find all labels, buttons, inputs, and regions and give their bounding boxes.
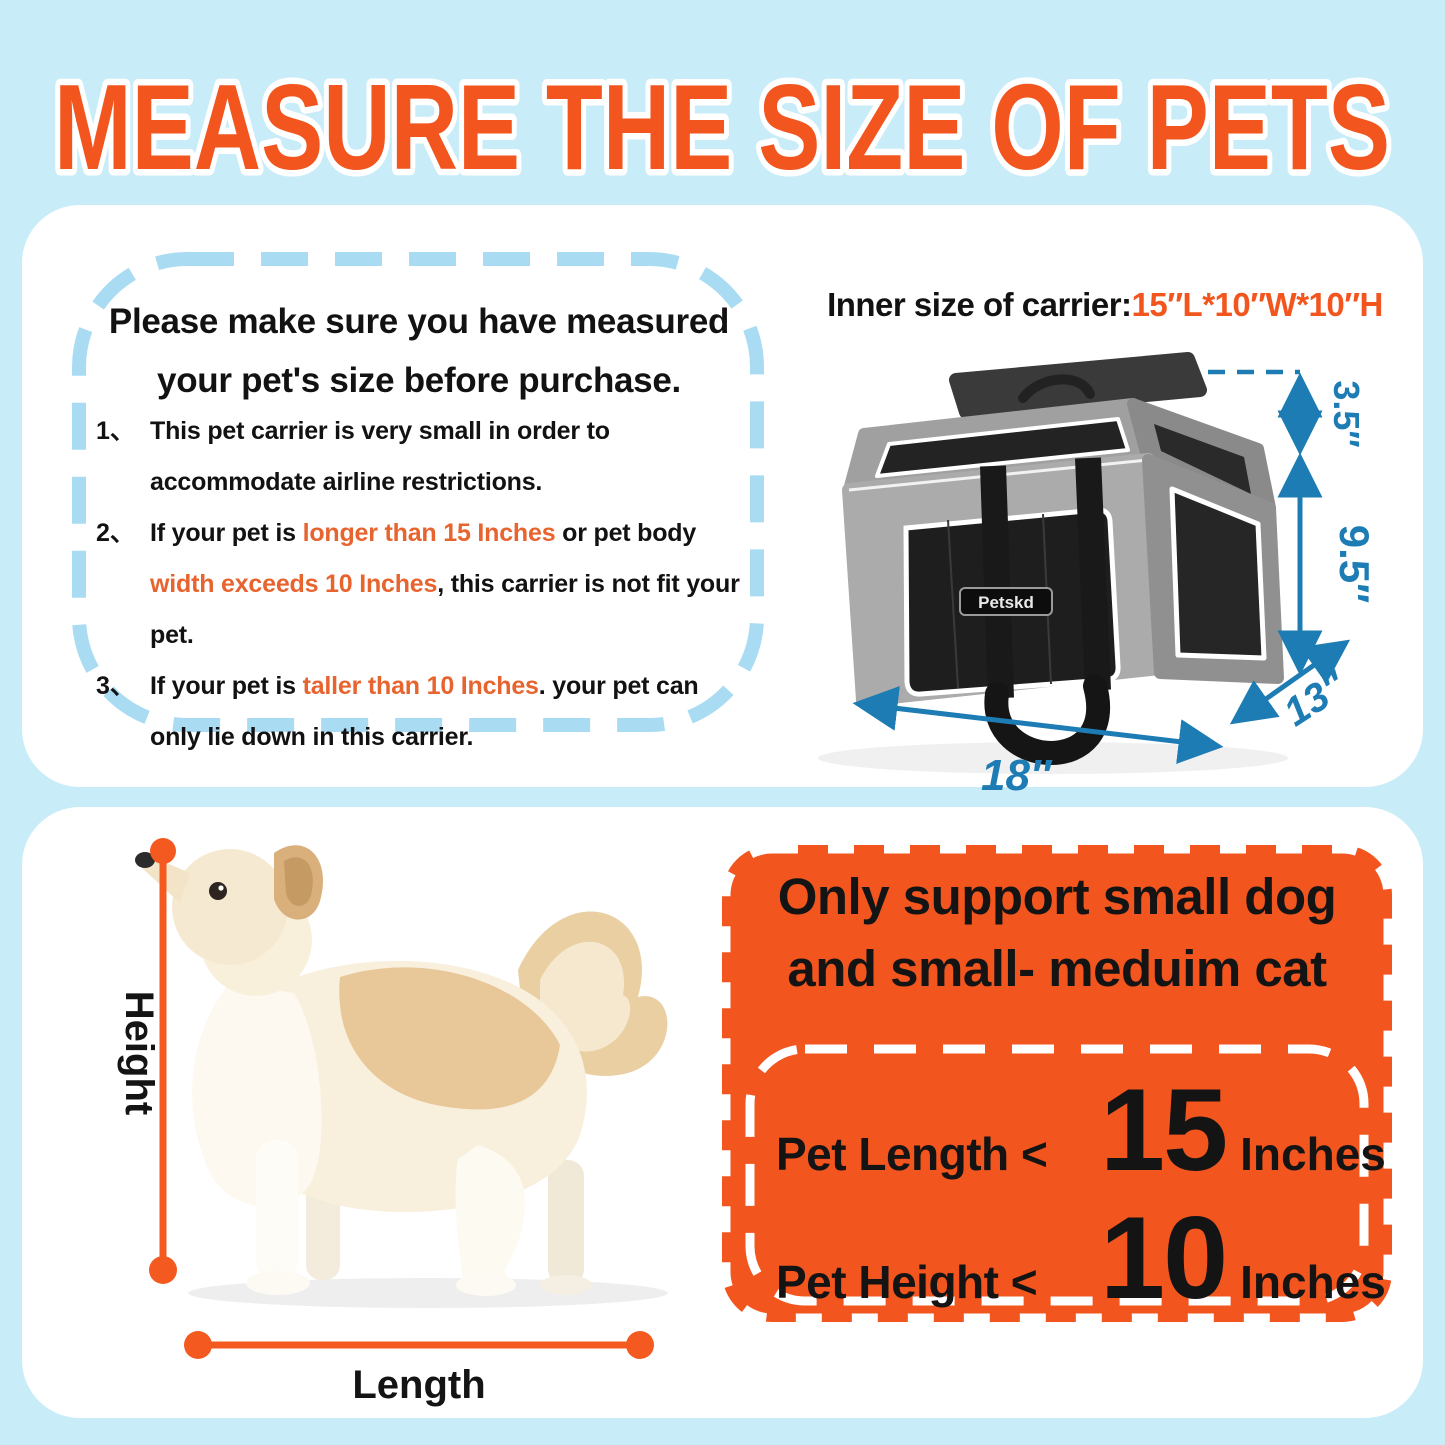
pet-length-unit: Inches [1240,1128,1386,1180]
text-part-highlight: longer than 15 Inches [302,519,556,547]
inner-size-label: Inner size of carrier: [827,286,1132,323]
pet-carrier-illustration: Petskd 3.5″ 9.5″ 13″ 18″ [818,352,1378,798]
height-line-top-dot [150,838,176,864]
height-label: Height [117,991,161,1115]
dim-label-9-5: 9.5″ [1331,525,1378,604]
list-item-number: 2、 [96,519,135,547]
dog-leg [548,1160,584,1285]
length-line-right-dot [626,1331,654,1359]
list-item: 3、 If your pet is taller than 10 Inches.… [96,661,744,763]
carrier-handle [1018,374,1095,403]
dog-eye-highlight [218,885,224,891]
inner-size-caption: Inner size of carrier:15″L*10″W*10″H [788,286,1422,324]
dim-label-18: 18″ [981,751,1053,798]
notice-heading-line2: your pet's size before purchase. [157,361,681,400]
stamp-inner-dashed-border [745,1044,1369,1306]
carrier-strap-right [1075,457,1111,691]
pet-length-row: Pet Length < 15 Inches [776,1064,1386,1195]
page-title-art: MEASURE THE SIZE OF PETS [48,53,1397,202]
dog-eye [209,882,227,900]
pet-height-value: 10 [1100,1192,1228,1323]
brand-label: Petskd [978,593,1034,612]
text-part: If your pet is [150,672,303,700]
text-part: , this carrier is not fit your pet. [150,570,740,649]
text-part-highlight: taller than 10 Inches [302,672,539,700]
text-part: This pet carrier is very small in order … [150,417,610,496]
pet-height-label: Pet Height < [776,1256,1038,1308]
dog-ear-inner [284,857,313,907]
page-title: MEASURE THE SIZE OF PETS [54,59,1390,195]
height-measure-line: Height [117,838,177,1284]
dog-front-leg [256,1140,298,1280]
stamp-background [714,837,1400,1330]
list-item-text: If your pet is longer than 15 Inches or … [150,508,744,661]
list-item-number: 3、 [96,672,135,700]
measure-info-panel: Please make sure you have measured your … [22,205,1423,798]
dim-arrow-13 [1229,639,1351,725]
text-part: If your pet is [150,519,303,547]
dog-measurement-scene: Height Length [117,838,668,1407]
list-item-number: 1、 [96,417,135,445]
height-line-bottom-dot [149,1256,177,1284]
dog-illustration [135,845,668,1296]
dog-nose [135,852,155,868]
length-line-left-dot [184,1331,212,1359]
dim-label-3-5: 3.5″ [1326,380,1367,447]
carrier-top-mesh [875,417,1130,478]
text-part: or pet body [555,519,697,547]
length-label: Length [352,1363,485,1407]
support-stamp-box: Only support small dog and small- meduim… [714,837,1400,1330]
support-title-line1: Only support small dog [777,868,1337,925]
dog-paw [540,1275,592,1295]
pet-length-label: Pet Length < [776,1128,1048,1180]
dog-paw [246,1271,310,1295]
pet-height-row: Pet Height < 10 Inches [776,1192,1386,1323]
dog-paw [456,1274,516,1296]
notice-heading: Please make sure you have measured your … [88,292,750,410]
notice-heading-line1: Please make sure you have measured [108,302,730,341]
dog-hind-leg [455,1145,526,1285]
mesh-stripe [947,519,959,689]
pet-length-value: 15 [1100,1064,1228,1195]
length-measure-line: Length [184,1331,654,1407]
inner-size-value: 15″L*10″W*10″H [1131,286,1384,323]
list-item: 1、 This pet carrier is very small in ord… [96,406,744,508]
list-item: 2、 If your pet is longer than 15 Inches … [96,508,744,661]
text-part-highlight: width exceeds 10 Inches [150,570,438,598]
support-title-line2: and small- meduim cat [787,940,1327,997]
brand-plate [959,587,1053,616]
carrier-top-right-mesh [1154,424,1251,494]
dim-arrow-18 [852,686,1224,764]
dog-saddle-patch [339,967,560,1110]
list-item-text: If your pet is taller than 10 Inches. yo… [150,661,744,763]
notice-list: 1、 This pet carrier is very small in ord… [96,406,744,763]
list-item-text: This pet carrier is very small in order … [150,406,744,508]
notice-dashed-border [72,252,764,732]
text-part: . your pet can only lie down in this car… [150,672,699,751]
dog-head [172,849,288,965]
dim-label-13: 13″ [1276,662,1355,735]
pet-size-panel: Height Length Only support small dog and… [22,807,1423,1418]
pet-height-unit: Inches [1240,1256,1386,1308]
stamp-perforated-border [714,837,1400,1330]
carrier-strap-left [980,465,1014,699]
